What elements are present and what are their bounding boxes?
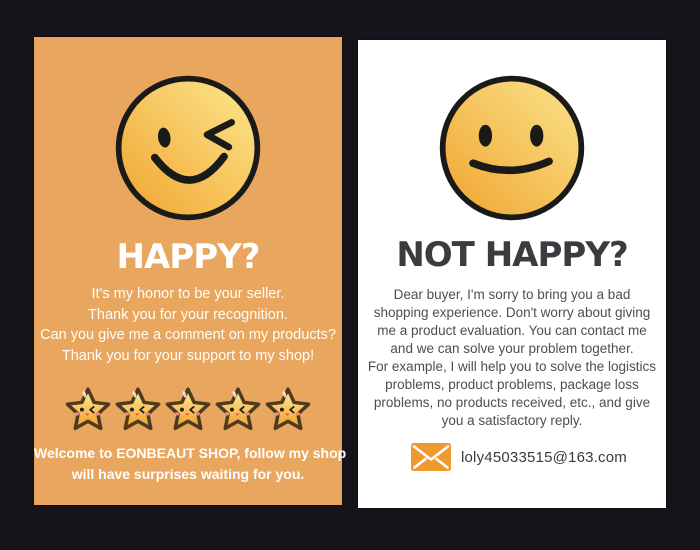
- happy-card: HAPPY? It's my honor to be your seller. …: [34, 37, 347, 505]
- email-address: loly45033515@163.com: [460, 448, 627, 466]
- happy-footer-line: will have surprises waiting for you.: [71, 466, 305, 482]
- winking-star-icon: [162, 384, 214, 436]
- happy-message: It's my honor to be your seller. Thank y…: [34, 284, 342, 366]
- unhappy-title: NOT HAPPY?: [396, 235, 628, 275]
- winking-smiley-icon: [112, 72, 264, 224]
- unhappy-message-line: shopping experience. Don't worry about g…: [373, 305, 651, 320]
- happy-message-line: Thank you for your recognition.: [88, 306, 288, 323]
- winking-star-icon: [62, 384, 114, 436]
- unhappy-message-line: you a satisfactory reply.: [441, 413, 583, 428]
- happy-title: HAPPY?: [116, 237, 261, 277]
- winking-star-icon: [112, 384, 164, 436]
- unhappy-message-line: me a product evaluation. You can contact…: [377, 323, 647, 338]
- unhappy-message-line: problems, product problems, package loss: [385, 377, 639, 392]
- unhappy-message: Dear buyer, I'm sorry to bring you a bad…: [358, 286, 666, 430]
- happy-message-line: Can you give me a comment on my products…: [40, 327, 336, 343]
- happy-message-line: It's my honor to be your seller.: [91, 286, 285, 302]
- winking-star-icon: [212, 384, 264, 436]
- unhappy-message-line: problems, no products received, etc., an…: [373, 395, 651, 410]
- happy-footer: Welcome to EONBEAUT SHOP, follow my shop…: [34, 443, 347, 485]
- winking-star-icon: [262, 384, 314, 436]
- happy-footer-line: Welcome to EONBEAUT SHOP, follow my shop: [34, 445, 347, 461]
- envelope-icon: [410, 443, 451, 471]
- unhappy-message-line: Dear buyer, I'm sorry to bring you a bad: [393, 287, 631, 302]
- contact-email-row: loly45033515@163.com: [365, 443, 673, 471]
- star-rating: [34, 384, 342, 436]
- happy-message-line: Thank you for your support to my shop!: [61, 347, 315, 364]
- unhappy-card: NOT HAPPY? Dear buyer, I'm sorry to brin…: [358, 40, 666, 508]
- unhappy-message-line: For example, I will help you to solve th…: [367, 359, 657, 374]
- sad-face-icon: [436, 72, 588, 224]
- unhappy-message-line: and we can solve your problem together.: [390, 341, 634, 356]
